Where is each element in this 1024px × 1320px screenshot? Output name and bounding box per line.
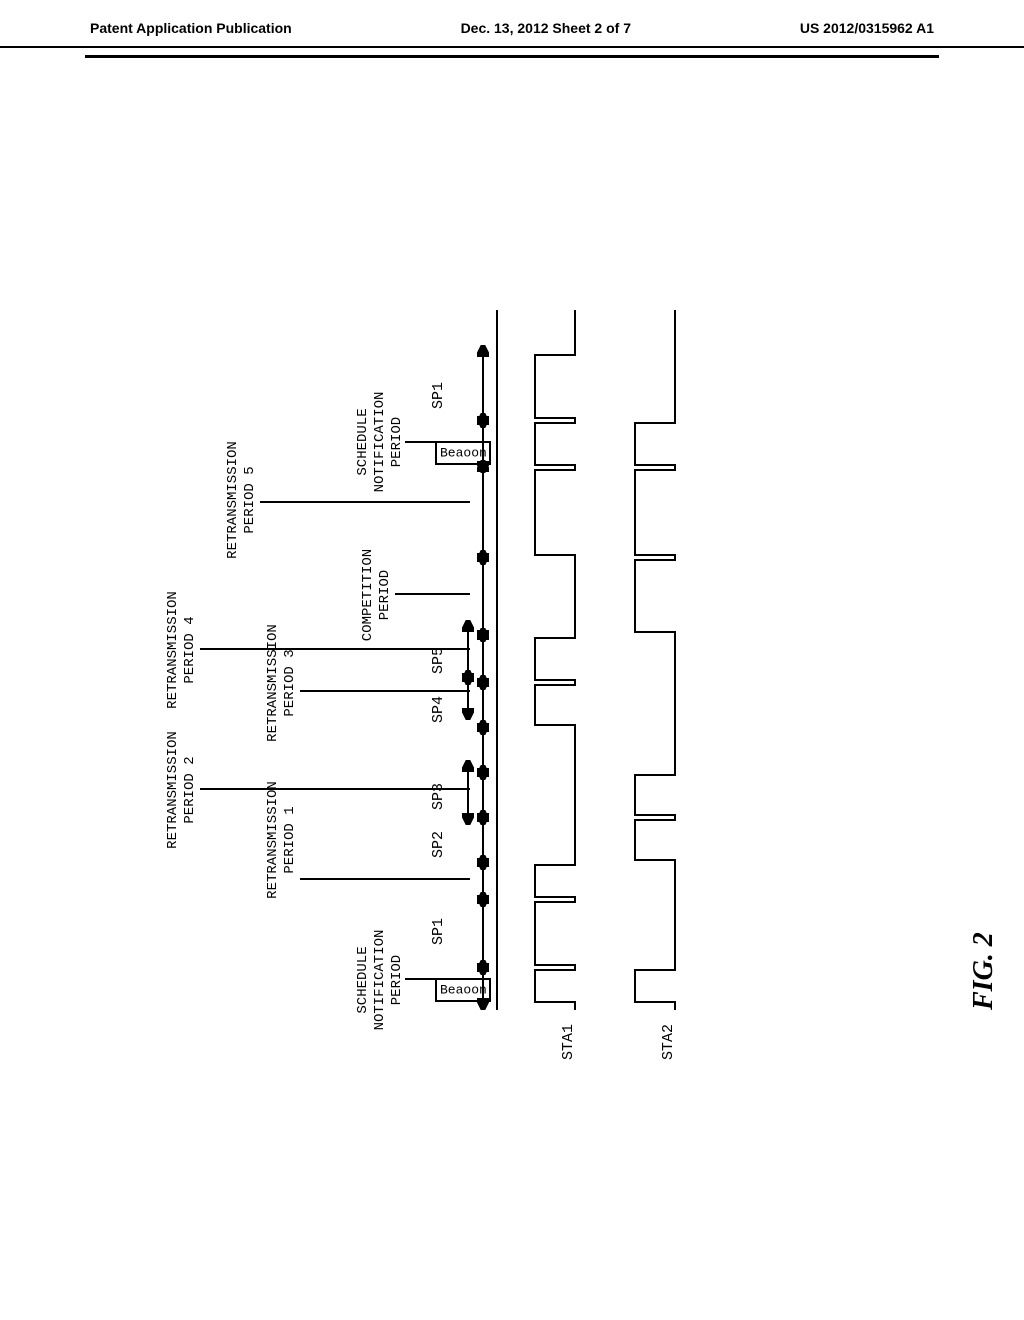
sp1-label: SP1: [430, 918, 447, 945]
schedule-notif-label-2: SCHEDULENOTIFICATIONPERIOD: [355, 382, 405, 502]
sta1-waveform: [530, 250, 580, 1010]
timing-diagram: RETRANSMISSIONPERIOD 1 RETRANSMISSIONPER…: [0, 250, 1010, 1010]
sp3-label: SP3: [430, 783, 447, 810]
retrans5-label: RETRANSMISSIONPERIOD 5: [225, 425, 259, 575]
sta2-label: STA2: [660, 1024, 677, 1060]
baseline: [495, 250, 505, 1010]
retrans2-label: RETRANSMISSIONPERIOD 2: [165, 715, 199, 865]
header-line: [85, 55, 939, 58]
retrans3-label: RETRANSMISSIONPERIOD 3: [265, 608, 299, 758]
sp1-label-2: SP1: [430, 382, 447, 409]
sp2-label: SP2: [430, 831, 447, 858]
arrow-spans: [448, 250, 498, 1010]
header-center: Dec. 13, 2012 Sheet 2 of 7: [461, 20, 631, 36]
header-right: US 2012/0315962 A1: [800, 20, 934, 36]
header-left: Patent Application Publication: [90, 20, 292, 36]
sta2-waveform: [630, 250, 680, 1010]
retrans4-label: RETRANSMISSIONPERIOD 4: [165, 575, 199, 725]
sp5-label: SP5: [430, 647, 447, 674]
sp4-label: SP4: [430, 696, 447, 723]
competition-label: COMPETITIONPERIOD: [360, 540, 394, 650]
sta1-label: STA1: [560, 1024, 577, 1060]
schedule-notif-label-1: SCHEDULENOTIFICATIONPERIOD: [355, 920, 405, 1040]
